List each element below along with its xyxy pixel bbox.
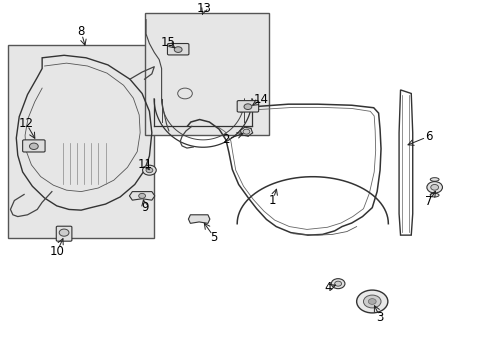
FancyBboxPatch shape xyxy=(167,44,188,55)
FancyBboxPatch shape xyxy=(56,226,72,241)
Circle shape xyxy=(29,143,38,149)
Circle shape xyxy=(367,299,375,304)
Polygon shape xyxy=(188,215,209,223)
Text: 10: 10 xyxy=(50,245,64,258)
Bar xyxy=(144,13,268,135)
Text: 6: 6 xyxy=(424,130,432,143)
Text: 13: 13 xyxy=(197,2,211,15)
Text: 2: 2 xyxy=(222,133,229,147)
Circle shape xyxy=(356,290,387,313)
Circle shape xyxy=(174,47,182,53)
Text: 5: 5 xyxy=(210,231,218,244)
Circle shape xyxy=(363,295,380,308)
Text: 8: 8 xyxy=(77,25,84,38)
Circle shape xyxy=(142,165,156,175)
Ellipse shape xyxy=(429,178,438,181)
FancyBboxPatch shape xyxy=(22,140,45,152)
Text: 4: 4 xyxy=(324,282,331,294)
Bar xyxy=(8,45,154,238)
Circle shape xyxy=(426,181,442,193)
Circle shape xyxy=(59,229,69,236)
FancyBboxPatch shape xyxy=(237,100,258,112)
Circle shape xyxy=(330,279,344,289)
Text: 15: 15 xyxy=(160,36,175,49)
Polygon shape xyxy=(129,192,155,200)
Text: 12: 12 xyxy=(19,117,34,130)
Text: 1: 1 xyxy=(268,194,276,207)
Text: 9: 9 xyxy=(141,201,148,214)
Text: 11: 11 xyxy=(137,158,152,171)
Circle shape xyxy=(139,193,145,198)
Circle shape xyxy=(243,129,249,134)
Text: 7: 7 xyxy=(424,195,432,208)
Circle shape xyxy=(146,168,153,173)
Circle shape xyxy=(334,281,341,286)
Ellipse shape xyxy=(429,193,438,197)
Text: 14: 14 xyxy=(254,93,268,106)
Text: 3: 3 xyxy=(376,311,383,324)
Circle shape xyxy=(244,104,251,109)
Circle shape xyxy=(430,184,438,190)
